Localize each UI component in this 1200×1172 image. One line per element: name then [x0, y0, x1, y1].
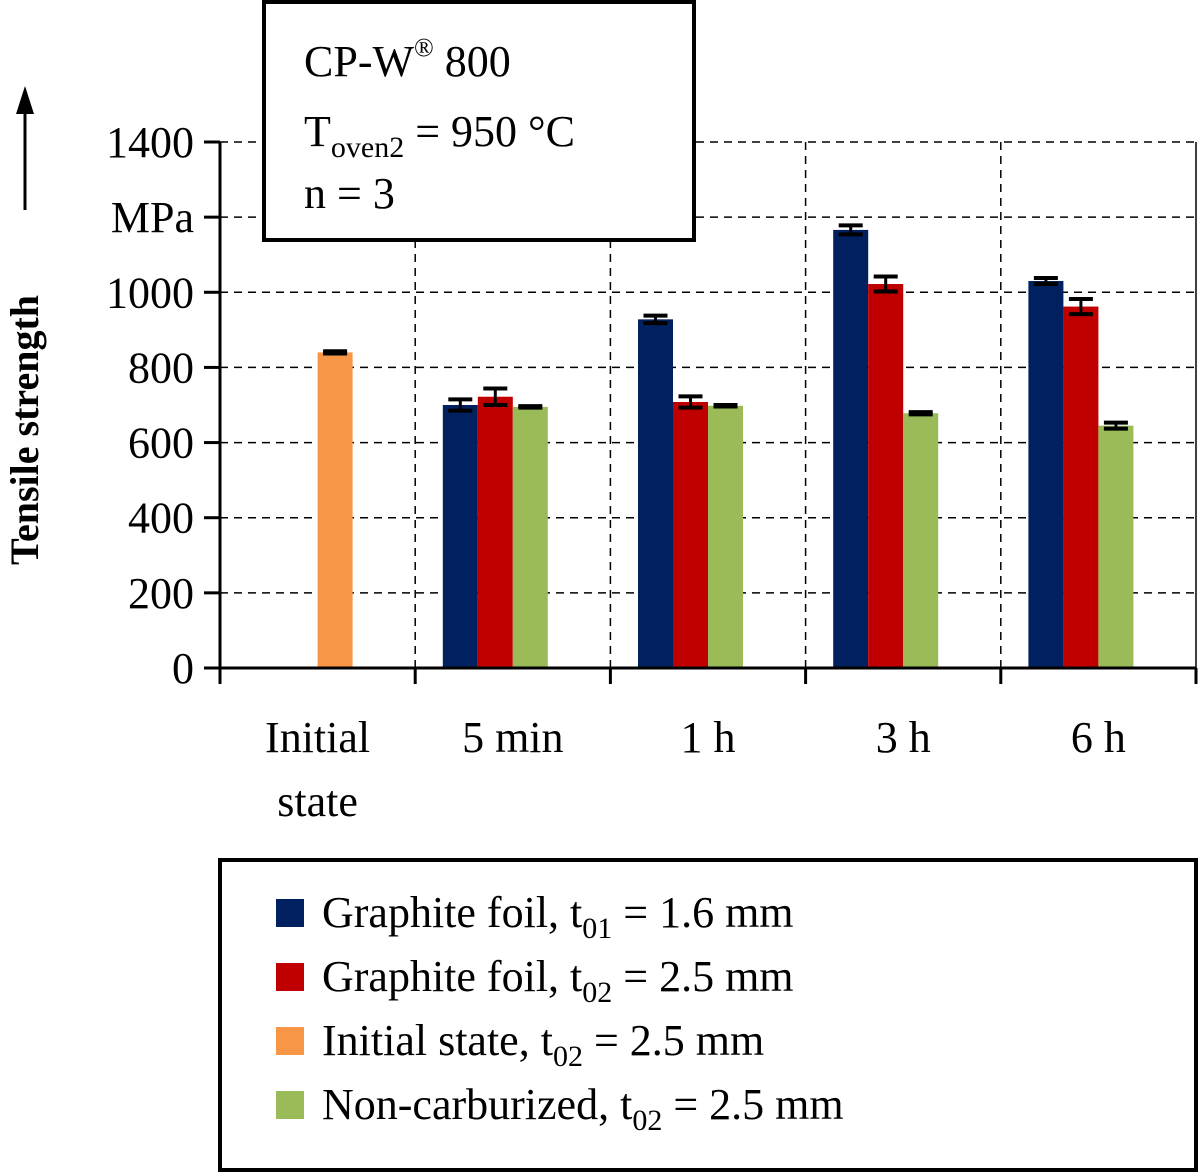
y-unit-label: MPa — [111, 193, 194, 242]
y-tick-label: 200 — [128, 569, 194, 618]
bar-s1-3 — [833, 229, 869, 668]
annotation-frame — [262, 0, 696, 242]
legend-label-s2: Graphite foil, t02 = 2.5 mm — [322, 952, 794, 1009]
y-axis-arrow-head — [16, 86, 34, 114]
y-tick-label: 1000 — [106, 268, 194, 317]
legend: Graphite foil, t01 = 1.6 mm Graphite foil… — [218, 858, 1198, 1172]
bar-s1-1 — [442, 405, 478, 668]
x-tick-label: Initial — [265, 713, 370, 762]
annotation-box: CP-W® 800 Toven2 = 950 °C n = 3 — [262, 0, 696, 242]
bar-s4-3 — [903, 413, 939, 668]
y-tick-label: 400 — [128, 494, 194, 543]
legend-swatch-s2 — [276, 963, 304, 991]
annotation-temperature: Toven2 = 950 °C — [304, 107, 575, 164]
bar-s2-2 — [673, 401, 708, 668]
x-tick-label: 1 h — [681, 713, 736, 762]
legend-label-s1: Graphite foil, t01 = 1.6 mm — [322, 888, 794, 945]
bar-s2-4 — [1063, 306, 1099, 668]
bar-s1-4 — [1028, 281, 1064, 668]
bar-s2-3 — [868, 284, 904, 668]
legend-frame — [218, 858, 1198, 1172]
y-tick-labels: 0 200 400 600 800 1000 1400 MPa — [106, 118, 194, 693]
bars — [317, 223, 1134, 668]
x-tick-label: 5 min — [462, 713, 563, 762]
bar-s2-1 — [477, 396, 513, 668]
y-tick-label: 800 — [128, 343, 194, 392]
y-tick-label: 600 — [128, 419, 194, 468]
bar-s4-1 — [512, 406, 548, 668]
x-tick-label: 3 h — [876, 713, 931, 762]
legend-label-s4: Non-carburized, t02 = 2.5 mm — [322, 1080, 844, 1137]
x-tick-label-line2: state — [277, 777, 358, 826]
annotation-material: CP-W® 800 — [304, 33, 511, 86]
bar-s4-2 — [708, 405, 743, 668]
y-axis-label: Tensile strength — [2, 295, 47, 565]
annotation-sample-count: n = 3 — [304, 169, 395, 218]
bar-s4-4 — [1098, 425, 1134, 668]
bar-s3-0 — [317, 352, 353, 668]
bar-s1-2 — [638, 319, 673, 668]
axes — [204, 140, 1198, 684]
y-tick-label: 1400 — [106, 118, 194, 167]
legend-swatch-s3 — [276, 1027, 304, 1055]
y-tick-label: 0 — [172, 644, 194, 693]
y-axis-title: Tensile strength — [2, 86, 47, 565]
x-tick-label: 6 h — [1071, 713, 1126, 762]
legend-label-s3: Initial state, t02 = 2.5 mm — [322, 1016, 764, 1073]
legend-swatch-s4 — [276, 1091, 304, 1119]
legend-swatch-s1 — [276, 899, 304, 927]
x-tick-labels: Initial state 5 min 1 h 3 h 6 h — [265, 713, 1126, 826]
